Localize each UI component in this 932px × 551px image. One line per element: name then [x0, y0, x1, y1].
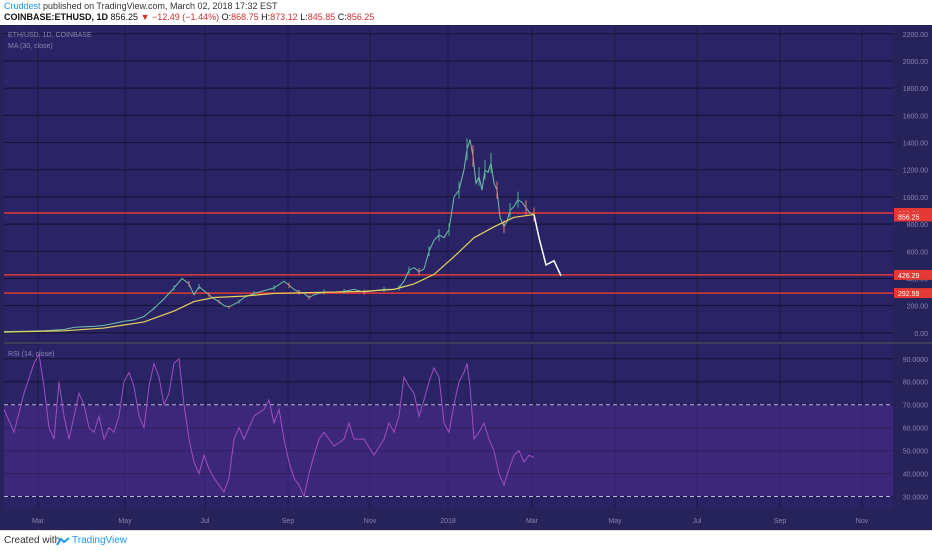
- open-label: O:: [221, 12, 232, 22]
- high-label: H:: [261, 12, 271, 22]
- low-value: 845.85: [307, 12, 336, 22]
- y-tick-label: 1200.00: [903, 168, 928, 175]
- rsi-tick-label: 80.0000: [903, 380, 928, 387]
- created-with-text: Created with: [4, 535, 61, 546]
- y-tick-label: 0.00: [914, 331, 928, 338]
- x-tick-label: Sep: [774, 518, 787, 525]
- symbol-info: COINBASE:ETHUSD, 1D 856.25 ▼ −12.49 (−1.…: [4, 12, 374, 22]
- x-tick-label: May: [118, 518, 132, 525]
- y-tick-label: 1800.00: [903, 86, 928, 93]
- open-value: 868.75: [231, 12, 259, 22]
- ma-series-line: [3, 213, 535, 333]
- x-tick-label: Jul: [693, 518, 702, 525]
- main-legend-entry: MA (30, close): [8, 43, 53, 50]
- x-tick-label: 2018: [440, 518, 456, 525]
- y-tick-label: 1400.00: [903, 141, 928, 148]
- price-value: 856.25: [110, 12, 139, 22]
- y-tick-label: 800.00: [907, 222, 929, 229]
- header: Cruddest published on TradingView.com, M…: [0, 0, 932, 25]
- x-tick-label: May: [608, 518, 622, 525]
- change-value: −12.49 (−1.44%): [152, 12, 220, 22]
- high-value: 873.12: [270, 12, 298, 22]
- x-tick-label: Mar: [526, 518, 539, 525]
- y-tick-label: 1000.00: [903, 195, 928, 202]
- x-tick-label: Nov: [856, 518, 869, 525]
- rsi-band-fill: [4, 404, 893, 497]
- rsi-tick-label: 40.0000: [903, 472, 928, 479]
- rsi-tick-label: 50.0000: [903, 449, 928, 456]
- y-tick-label: 200.00: [907, 304, 929, 311]
- rsi-tick-label: 90.0000: [903, 357, 928, 364]
- rsi-tick-label: 60.0000: [903, 426, 928, 433]
- close-label: C:: [337, 12, 347, 22]
- chart-canvas[interactable]: 2200.00 2000.00 1800.00 1600.00 1400.00 1200.…: [0, 25, 932, 530]
- low-label: L:: [300, 12, 308, 22]
- rsi-series-line: [3, 352, 535, 499]
- projection-line: [533, 214, 562, 277]
- rsi-tick-label: 70.0000: [903, 403, 928, 410]
- rsi-legend-entry: RSI (14, close): [8, 351, 54, 358]
- price-label-text: 856.25: [898, 214, 920, 221]
- y-tick-label: 600.00: [907, 249, 929, 256]
- author-link[interactable]: Cruddest: [4, 1, 41, 11]
- y-tick-label: 400.00: [907, 276, 929, 283]
- close-value: 856.25: [346, 12, 375, 22]
- change-arrow-icon: ▼: [140, 12, 150, 22]
- tradingview-logo-icon: [56, 537, 70, 546]
- footer: Created with TradingView: [0, 530, 932, 551]
- x-tick-label: Sep: [282, 518, 295, 525]
- price-label-box: [894, 269, 932, 280]
- price-label-text: 292.59: [898, 291, 920, 298]
- y-tick-label: 2000.00: [903, 59, 928, 66]
- price-label-box: [894, 211, 932, 222]
- rsi-tick-label: 30.0000: [903, 495, 928, 502]
- x-tick-label: Nov: [364, 518, 377, 525]
- x-axis-background: [0, 511, 932, 530]
- publish-info: Cruddest published on TradingView.com, M…: [4, 1, 278, 11]
- price-label-text: 426.29: [898, 273, 920, 280]
- main-legend-entry: ETH/USD, 1D, COINBASE: [8, 32, 92, 39]
- x-tick-label: Mar: [32, 518, 45, 525]
- price-label-box: [894, 288, 932, 299]
- y-tick-label: 1600.00: [903, 113, 928, 120]
- publish-text: published on TradingView.com, March 02, …: [43, 1, 278, 11]
- tradingview-brand[interactable]: TradingView: [72, 535, 128, 546]
- x-tick-label: Jul: [201, 518, 210, 525]
- y-tick-label: 2200.00: [903, 32, 928, 39]
- symbol-label: COINBASE:ETHUSD, 1D: [4, 12, 109, 22]
